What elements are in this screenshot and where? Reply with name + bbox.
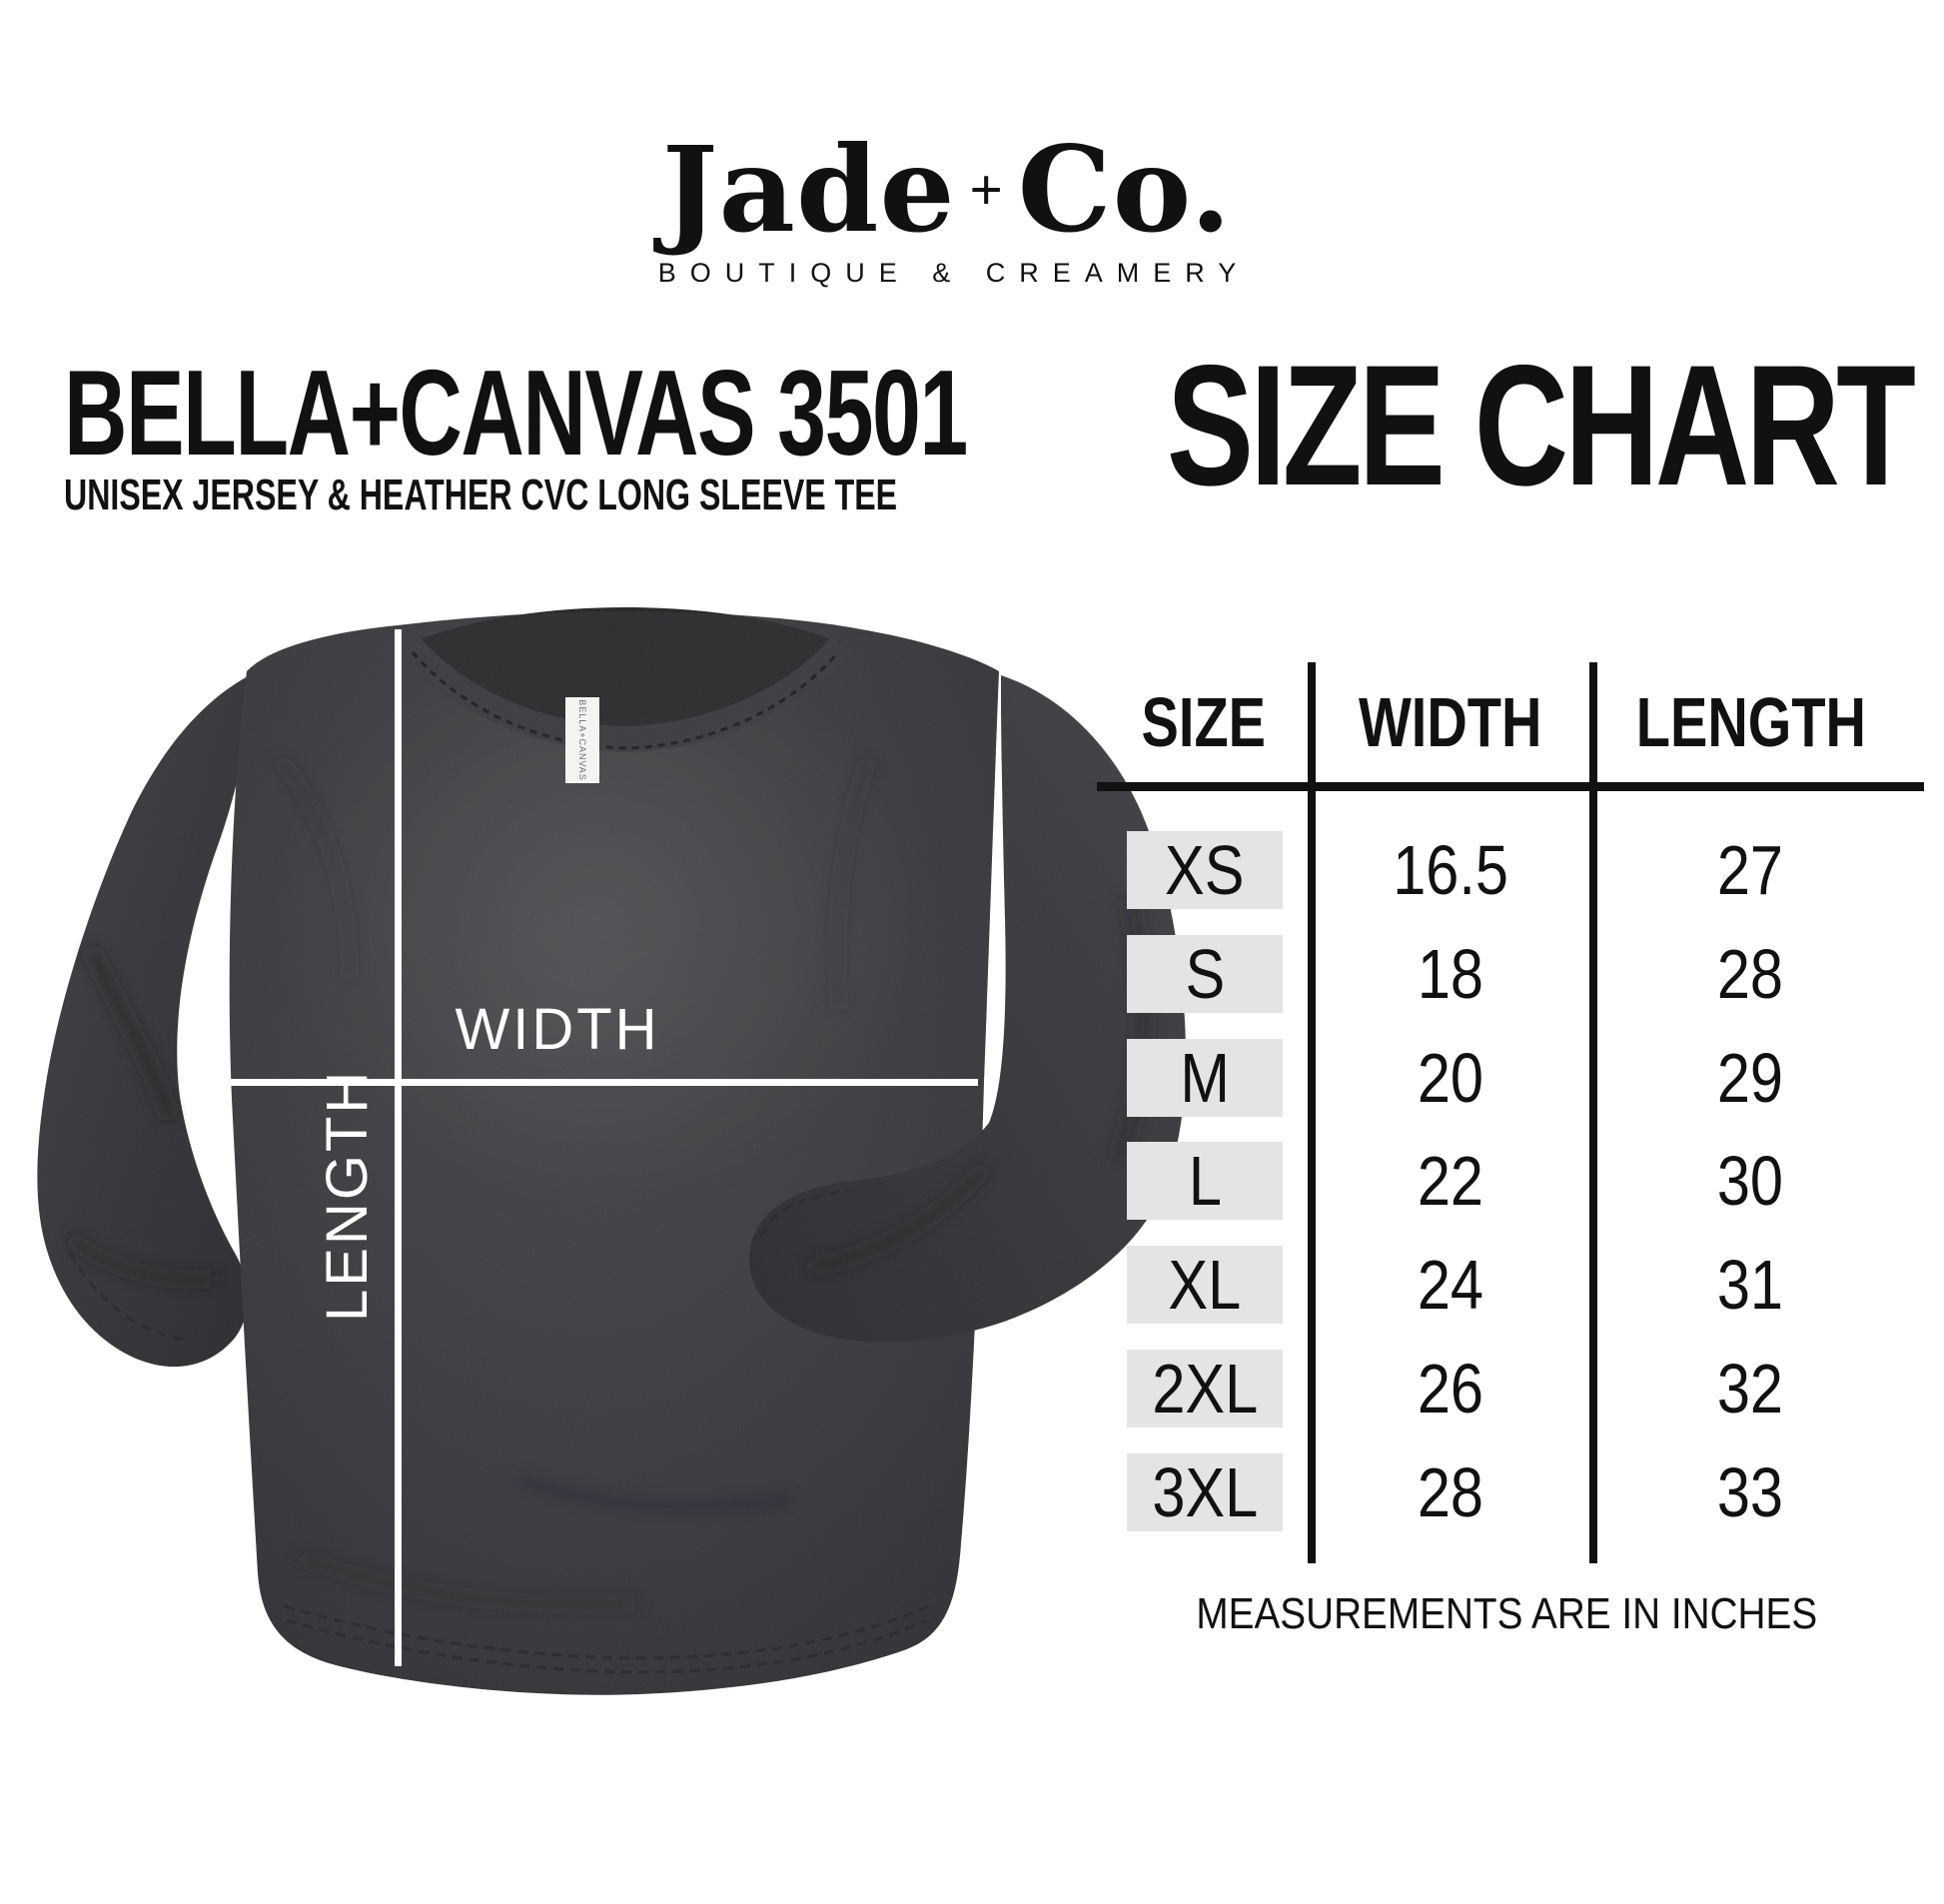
table-divider-2 (1589, 662, 1597, 1563)
width-value: 22 (1417, 1142, 1484, 1220)
product-title: BELLA+CANVAS 3501 (64, 345, 968, 480)
width-value: 26 (1417, 1350, 1484, 1428)
length-value: 28 (1716, 935, 1784, 1013)
units-note: MEASUREMENTS ARE IN INCHES (1196, 1589, 1818, 1638)
length-measure-line (395, 629, 402, 1666)
column-header-size: SIZE (1141, 683, 1267, 761)
size-label: 2XL (1127, 1350, 1283, 1428)
length-measure-label: LENGTH (315, 1068, 380, 1322)
brand-logo-text: Jade + Co. (473, 128, 1422, 252)
length-value: 30 (1716, 1142, 1784, 1220)
width-measure-label: WIDTH (455, 997, 660, 1062)
size-label: 3XL (1127, 1453, 1283, 1531)
size-label: XL (1127, 1246, 1283, 1324)
shirt-photo: BELLA+CANVAS (37, 607, 1186, 1695)
product-subtitle: UNISEX JERSEY & HEATHER CVC LONG SLEEVE … (64, 471, 898, 519)
width-value: 16.5 (1393, 831, 1508, 909)
size-label: M (1127, 1039, 1283, 1117)
fabric-grain (37, 611, 1186, 1695)
width-value: 20 (1417, 1039, 1484, 1117)
width-value: 18 (1417, 935, 1484, 1013)
table-header-rule (1097, 782, 1924, 791)
brand-logo-jade: Jade (661, 120, 956, 259)
length-value: 31 (1716, 1246, 1784, 1324)
brand-tagline: BOUTIQUE & CREAMERY (657, 257, 1251, 288)
brand-logo-plus: + (969, 159, 1004, 223)
width-measure-line (223, 1079, 978, 1086)
length-value: 33 (1716, 1453, 1784, 1531)
column-header-length: LENGTH (1635, 683, 1867, 761)
length-value: 32 (1716, 1350, 1784, 1428)
brand-logo-co: Co. (1017, 120, 1233, 259)
size-label: S (1127, 935, 1283, 1013)
column-header-width: WIDTH (1359, 683, 1542, 761)
length-value: 27 (1716, 831, 1784, 909)
size-label: L (1127, 1142, 1283, 1220)
width-value: 28 (1417, 1453, 1484, 1531)
length-value: 29 (1716, 1039, 1784, 1117)
brand-logo: Jade + Co. BOUTIQUE & CREAMERY (473, 128, 1422, 289)
table-divider-1 (1308, 662, 1316, 1563)
page-title: SIZE CHART (1166, 330, 1916, 521)
width-value: 24 (1417, 1246, 1484, 1324)
size-label: XS (1127, 831, 1283, 909)
